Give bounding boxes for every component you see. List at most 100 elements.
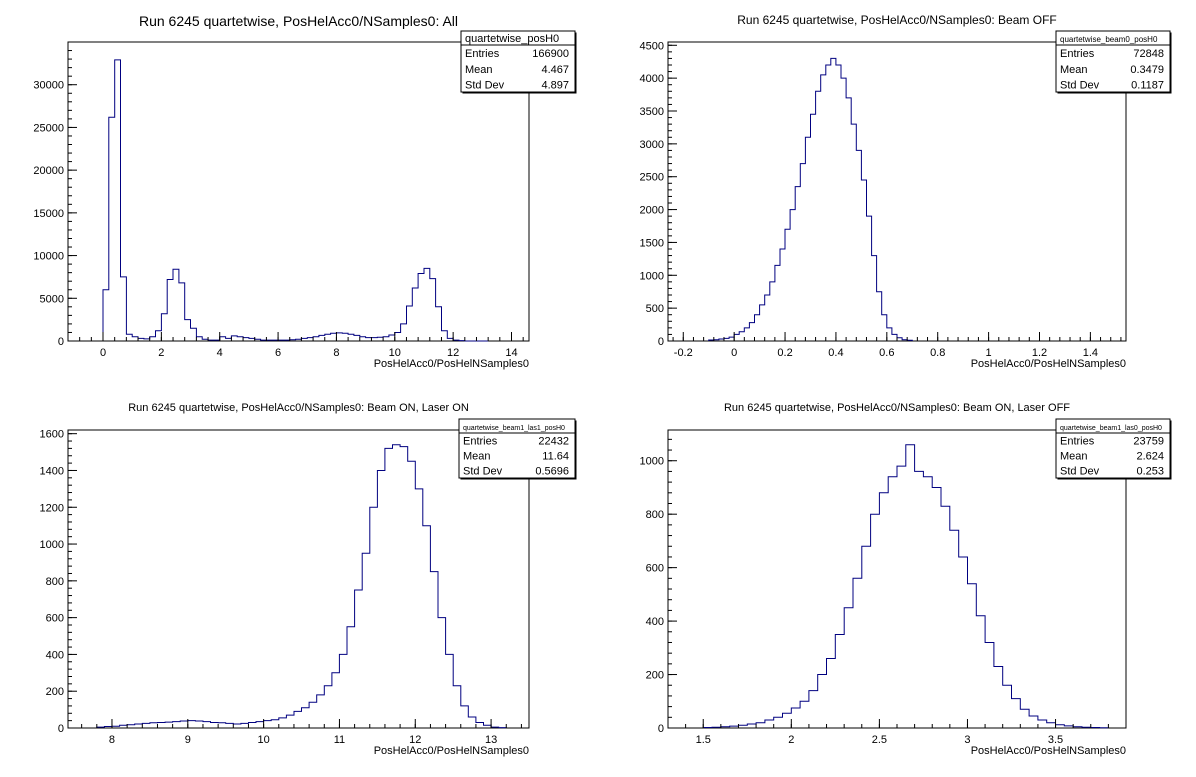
histogram-bin [734, 334, 739, 341]
histogram-bin [770, 282, 775, 341]
histogram-bin [179, 283, 185, 341]
histogram-bin [126, 334, 132, 341]
histogram-bin [985, 643, 994, 729]
histogram-bin [249, 723, 257, 729]
histogram-bin [861, 180, 866, 341]
y-tick-label: 500 [646, 303, 664, 315]
histogram-bin [872, 256, 877, 341]
histogram-bin [424, 268, 430, 341]
histogram-bin [879, 493, 888, 728]
y-tick-label: 600 [46, 613, 64, 625]
stats-name: quartetwise_posH0 [465, 33, 559, 45]
histogram-bin [362, 553, 370, 728]
y-tick-label: 25000 [33, 122, 64, 134]
histogram-bin [835, 635, 844, 729]
y-tick-label: 800 [46, 576, 64, 588]
histogram-bin [360, 337, 366, 341]
panel-title: Run 6245 quartetwise, PosHelAcc0/NSample… [139, 13, 458, 29]
histogram-bin [218, 723, 226, 728]
x-tick-label: 8 [109, 734, 115, 746]
histogram-bin [887, 328, 892, 341]
y-tick-label: 800 [646, 509, 664, 521]
histogram-bin [739, 332, 744, 341]
histogram-bin [749, 323, 754, 341]
stats-value: 11.64 [542, 451, 569, 463]
histogram-bin [897, 466, 906, 728]
histogram-bin [811, 114, 816, 341]
histogram-bin [436, 307, 442, 341]
x-tick-label: 1.5 [696, 734, 711, 746]
histogram-bin [389, 335, 395, 341]
histogram-bin [393, 445, 401, 728]
x-tick-label: 9 [185, 734, 191, 746]
y-tick-label: 30000 [33, 80, 64, 92]
stats-label: Mean [1060, 451, 1088, 463]
histogram-bin [442, 331, 448, 341]
x-tick-label: 11 [334, 734, 345, 746]
histogram-bin [423, 526, 431, 728]
stats-name: quartetwise_beam0_posH0 [1060, 35, 1158, 44]
histogram-line [709, 58, 913, 341]
histogram-bin [1020, 709, 1029, 728]
histogram-bin [211, 723, 219, 729]
histogram-line [97, 445, 507, 728]
y-tick-label: 1200 [40, 502, 64, 514]
histogram-bin [150, 337, 156, 341]
histogram-bin [377, 337, 383, 341]
y-tick-label: 600 [646, 563, 664, 575]
y-tick-label: 0 [658, 723, 664, 735]
histogram-bin [324, 686, 332, 728]
histogram-bin [142, 723, 150, 728]
x-tick-label: 0.8 [930, 347, 945, 359]
histogram-bin [862, 546, 871, 728]
histogram-bin [103, 290, 109, 341]
histogram-bin [785, 229, 790, 341]
histogram-bin [867, 216, 872, 341]
histogram-bin [765, 720, 774, 728]
histogram-bin [775, 265, 780, 341]
histogram-line [103, 60, 488, 341]
histogram-line [703, 445, 1108, 728]
histogram-bin [430, 572, 438, 728]
histogram-bin [309, 702, 317, 728]
histogram-bin [348, 334, 354, 341]
histogram-bin [264, 721, 272, 728]
histogram-bin [453, 686, 461, 728]
stats-name: quartetwise_beam1_las0_posH0 [1060, 425, 1162, 432]
histogram-bin [950, 530, 959, 728]
histogram-bin [150, 723, 158, 728]
stats-label: Std Dev [465, 80, 505, 92]
x-tick-label: 2 [158, 347, 164, 359]
histogram-bin [370, 507, 378, 728]
histogram-bin [800, 701, 809, 728]
histogram-bin [407, 306, 413, 341]
histogram-bin [286, 715, 294, 728]
y-tick-label: 1000 [640, 456, 664, 468]
histogram-bin [871, 514, 880, 728]
histogram-bin [302, 708, 310, 728]
x-tick-label: 0.6 [879, 347, 894, 359]
histogram-panel-4: Run 6245 quartetwise, PosHelAcc0/NSample… [640, 402, 1172, 757]
histogram-bin [317, 695, 325, 728]
histogram-bin [233, 724, 241, 728]
histogram-bin [844, 608, 853, 728]
histogram-bin [319, 335, 325, 341]
histogram-bin [395, 333, 401, 342]
x-tick-label: 8 [333, 347, 339, 359]
histogram-bin [915, 471, 924, 728]
y-tick-label: 1500 [640, 237, 664, 249]
histogram-bin [191, 328, 197, 341]
x-tick-label: 4 [217, 347, 223, 359]
histogram-bin [882, 315, 887, 341]
stats-value: 0.253 [1136, 466, 1164, 478]
y-tick-label: 3500 [640, 106, 664, 118]
y-tick-label: 400 [646, 616, 664, 628]
histogram-bin [841, 78, 846, 341]
histogram-bin [173, 269, 179, 341]
panel-title: Run 6245 quartetwise, PosHelAcc0/NSample… [128, 402, 469, 414]
x-axis-label: PosHelAcc0/PosHelNSamples0 [374, 358, 529, 370]
x-tick-label: 2 [788, 734, 794, 746]
histogram-bin [790, 210, 795, 341]
y-tick-label: 200 [46, 686, 64, 698]
